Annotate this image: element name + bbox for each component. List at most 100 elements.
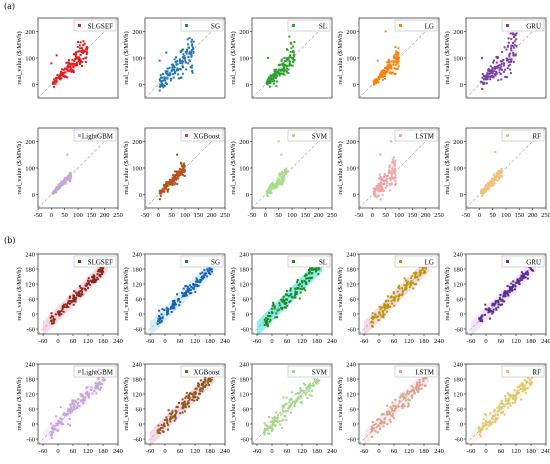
data-point	[296, 279, 299, 282]
y-tick-label: 180	[453, 377, 463, 384]
data-point	[69, 424, 72, 427]
data-point	[81, 47, 84, 50]
data-point	[201, 277, 204, 280]
data-point	[375, 80, 378, 83]
data-point	[158, 78, 161, 81]
data-point	[424, 267, 427, 270]
data-point	[285, 289, 288, 292]
data-point	[422, 266, 425, 269]
y-tick-label: 0	[32, 422, 35, 429]
data-point	[293, 401, 296, 404]
data-point	[502, 58, 505, 61]
data-point	[402, 395, 405, 398]
data-point	[194, 290, 197, 293]
data-point	[287, 68, 290, 71]
data-point	[270, 311, 273, 314]
x-tick-label: 0	[56, 448, 59, 455]
data-point	[200, 278, 203, 281]
data-point	[99, 389, 102, 392]
data-point	[494, 175, 497, 178]
x-tick-label: 120	[83, 338, 93, 345]
data-point	[293, 404, 296, 407]
data-point	[166, 188, 169, 191]
data-point	[67, 61, 70, 64]
data-point	[421, 268, 424, 271]
data-point	[493, 65, 496, 68]
data-point	[173, 68, 176, 71]
x-tick-label: 240	[434, 338, 444, 345]
data-point	[189, 52, 192, 55]
data-point	[497, 303, 500, 306]
data-point	[158, 318, 161, 321]
data-point	[286, 304, 289, 307]
diagonal-line	[465, 127, 547, 209]
data-point	[176, 174, 179, 177]
data-point	[192, 391, 195, 394]
x-tick-label: 250	[327, 212, 337, 219]
data-point	[285, 67, 288, 70]
data-point	[500, 68, 503, 71]
data-point	[499, 60, 502, 63]
legend-box	[180, 255, 224, 268]
data-point	[69, 180, 72, 183]
data-point	[183, 410, 186, 413]
data-point	[389, 420, 392, 423]
data-point	[392, 60, 395, 63]
data-point	[506, 67, 509, 70]
data-point	[171, 180, 174, 183]
data-point	[372, 193, 375, 196]
data-point	[506, 59, 509, 62]
data-point	[481, 72, 484, 75]
x-tick-label: 200	[421, 212, 431, 219]
data-point	[82, 50, 85, 53]
data-point	[389, 296, 392, 299]
data-point	[309, 382, 312, 385]
data-point	[55, 54, 58, 57]
data-point	[379, 419, 382, 422]
data-point	[189, 51, 192, 54]
data-point	[498, 177, 501, 180]
data-point	[61, 68, 64, 71]
y-axis-label: real_value ($/MWh)	[444, 267, 451, 320]
data-point	[205, 383, 208, 386]
data-point	[182, 292, 185, 295]
data-point	[407, 393, 410, 396]
data-point	[65, 304, 68, 307]
data-point	[57, 186, 60, 189]
data-point	[195, 277, 198, 280]
data-point	[69, 412, 72, 415]
data-point	[308, 394, 311, 397]
data-point	[85, 387, 88, 390]
data-point	[380, 307, 383, 310]
data-point	[510, 394, 513, 397]
data-point	[180, 402, 183, 405]
data-point	[268, 81, 271, 84]
data-point	[297, 287, 300, 290]
plot-frame	[465, 253, 547, 335]
y-axis-label: real_value ($/MWh)	[123, 31, 130, 84]
data-point	[289, 300, 292, 303]
data-point	[159, 76, 162, 79]
y-tick-label: 100	[132, 166, 142, 173]
data-point	[181, 48, 184, 51]
data-point	[264, 424, 267, 427]
data-point	[520, 271, 523, 274]
data-point	[292, 296, 295, 299]
data-point	[74, 54, 77, 57]
data-point	[191, 43, 194, 46]
data-point	[282, 396, 285, 399]
data-point	[395, 56, 398, 59]
data-point	[183, 174, 186, 177]
data-point	[486, 72, 489, 75]
data-point	[385, 184, 388, 187]
data-point	[305, 277, 308, 280]
data-point	[390, 414, 393, 417]
data-point	[103, 378, 106, 381]
data-point	[288, 405, 291, 408]
data-point	[168, 66, 171, 69]
data-point	[303, 274, 306, 277]
data-point	[288, 59, 291, 62]
data-point	[64, 303, 67, 306]
data-point	[62, 72, 65, 75]
data-point	[510, 58, 513, 61]
